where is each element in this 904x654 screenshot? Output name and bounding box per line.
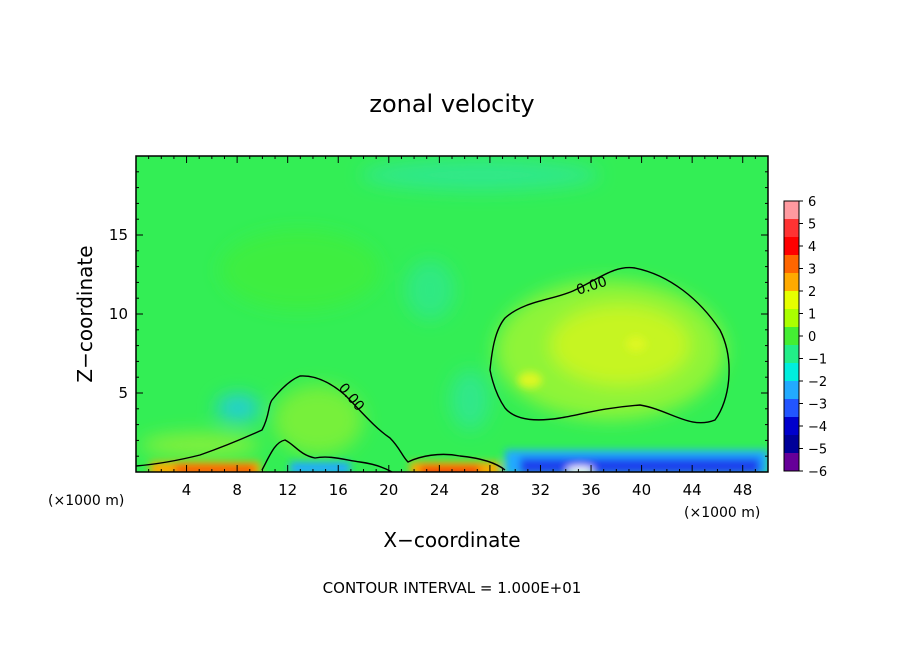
colorbar xyxy=(783,200,803,472)
colorbar-swatch-4 xyxy=(784,273,799,292)
colorbar-swatch-2 xyxy=(784,237,799,256)
colorbar-label-7: −1 xyxy=(808,353,827,368)
colorbar-label-5: 1 xyxy=(808,308,816,323)
y-tick-label-10: 10 xyxy=(109,305,128,323)
x-tick-label-28: 28 xyxy=(480,481,499,499)
colorbar-label-9: −3 xyxy=(808,398,827,413)
x-tick-label-12: 12 xyxy=(278,481,297,499)
colorbar-swatch-1 xyxy=(784,219,799,238)
colorbar-label-0: 6 xyxy=(808,195,816,210)
x-tick-label-20: 20 xyxy=(379,481,398,499)
colorbar-labels: 6 5 4 3 2 1 0 −1 −2 −3 −4 −5 −6 xyxy=(808,195,827,480)
y-axis-label: Z−coordinate xyxy=(73,245,97,382)
colorbar-swatch-14 xyxy=(784,453,799,472)
colorbar-label-1: 5 xyxy=(808,218,816,233)
colorbar-label-6: 0 xyxy=(808,330,816,345)
x-tick-label-4: 4 xyxy=(182,481,192,499)
colorbar-label-11: −5 xyxy=(808,443,827,458)
x-unit-right: (×1000 m) xyxy=(684,505,760,521)
colorbar-swatch-10 xyxy=(784,381,799,400)
contour-zero-lower xyxy=(261,439,393,472)
colorbar-label-8: −2 xyxy=(808,375,827,390)
chart-title: zonal velocity xyxy=(369,90,534,118)
y-tick-label-5: 5 xyxy=(118,384,128,402)
colorbar-swatch-12 xyxy=(784,417,799,436)
colorbar-label-2: 4 xyxy=(808,240,816,255)
contour-zero-right xyxy=(489,266,730,424)
x-tick-label-36: 36 xyxy=(581,481,600,499)
x-tick-label-44: 44 xyxy=(683,481,702,499)
x-tick-label-16: 16 xyxy=(329,481,348,499)
x-tick-labels: 4 8 12 16 20 24 28 32 36 40 44 48 xyxy=(182,481,752,499)
y-tick-labels: 5 10 15 xyxy=(109,226,128,402)
contour-zero-left xyxy=(136,375,506,471)
colorbar-swatch-3 xyxy=(784,255,799,274)
colorbar-swatch-13 xyxy=(784,435,799,454)
x-tick-label-8: 8 xyxy=(232,481,242,499)
colorbar-swatch-11 xyxy=(784,399,799,418)
x-tick-label-24: 24 xyxy=(430,481,449,499)
x-tick-label-40: 40 xyxy=(632,481,651,499)
x-axis-label: X−coordinate xyxy=(383,528,520,552)
colorbar-label-12: −6 xyxy=(808,465,827,480)
y-tick-label-15: 15 xyxy=(109,226,128,244)
x-tick-label-48: 48 xyxy=(733,481,752,499)
colorbar-label-3: 3 xyxy=(808,263,816,278)
axis-ticks xyxy=(136,156,768,472)
colorbar-swatch-9 xyxy=(784,363,799,382)
colorbar-label-10: −4 xyxy=(808,420,827,435)
x-tick-label-32: 32 xyxy=(531,481,550,499)
x-unit-left: (×1000 m) xyxy=(48,493,124,509)
contour-interval-note: CONTOUR INTERVAL = 1.000E+01 xyxy=(323,579,582,597)
colorbar-swatch-5 xyxy=(784,291,799,310)
colorbar-label-4: 2 xyxy=(808,285,816,300)
contour-lines xyxy=(136,266,730,472)
heatmap-field xyxy=(136,156,768,472)
colorbar-swatch-0 xyxy=(784,201,799,220)
colorbar-swatch-8 xyxy=(784,345,799,364)
colorbar-swatch-7 xyxy=(784,327,799,346)
colorbar-swatch-6 xyxy=(784,309,799,328)
